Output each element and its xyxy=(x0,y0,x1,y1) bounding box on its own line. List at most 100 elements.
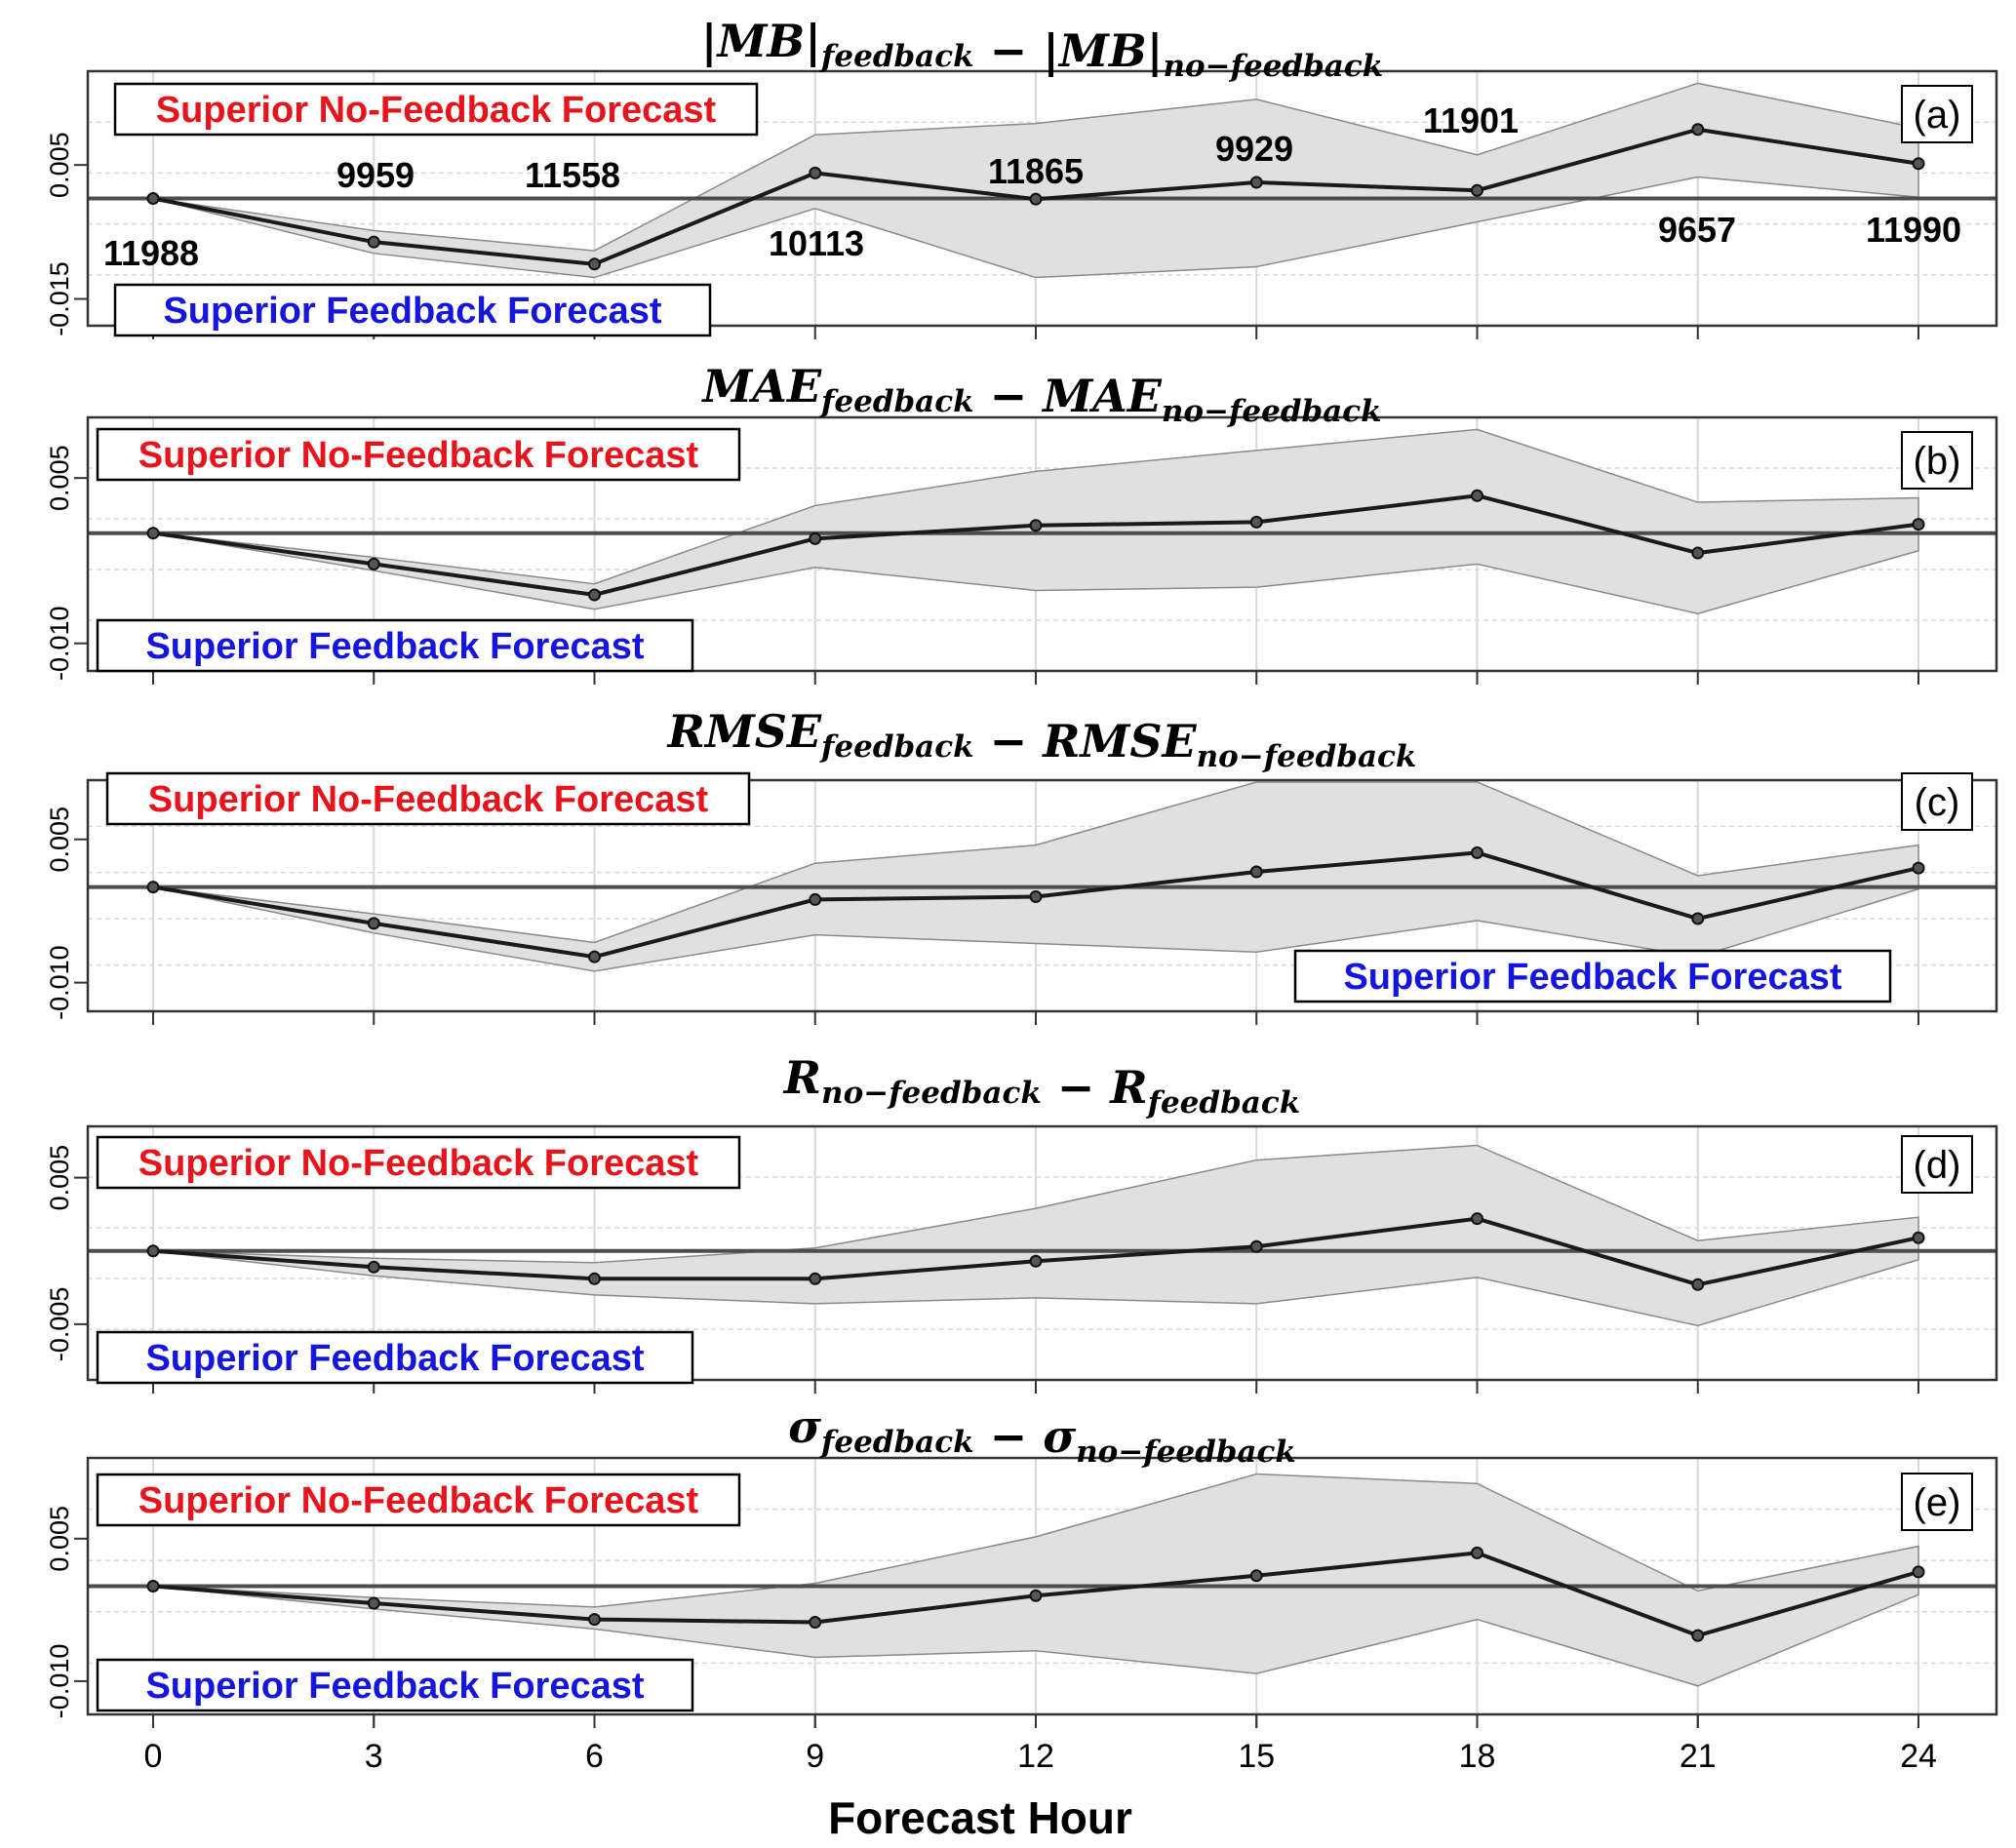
title-part: − xyxy=(974,370,1044,422)
feedback-label-box xyxy=(96,1330,694,1385)
plot-frame xyxy=(86,415,1998,673)
panel-b: -0.010 0.005 MAEfeedback − MAEno−feedback S… xyxy=(45,360,1998,685)
no-feedback-label: Superior No-Feedback Forecast xyxy=(156,90,717,131)
data-point xyxy=(1249,865,1263,879)
data-point xyxy=(146,527,160,540)
no-feedback-label-box xyxy=(113,82,759,137)
data-point xyxy=(1691,1629,1705,1642)
plot-frame xyxy=(86,69,1998,328)
data-point xyxy=(1471,183,1483,197)
data-point xyxy=(1691,546,1705,560)
data-point xyxy=(588,1272,601,1285)
no-feedback-label: Superior No-Feedback Forecast xyxy=(138,1480,699,1521)
no-feedback-label-box xyxy=(105,771,751,826)
feedback-label-box xyxy=(113,283,712,337)
data-point xyxy=(1471,845,1483,859)
feedback-label: Superior Feedback Forecast xyxy=(145,1338,644,1379)
data-point xyxy=(809,531,822,545)
data-point xyxy=(1691,123,1705,137)
y-tick-label: -0.010 xyxy=(45,945,74,1020)
data-point xyxy=(146,1580,160,1592)
data-point xyxy=(1912,157,1925,171)
panel-letter-box xyxy=(1901,1473,1973,1531)
title-part: |MB| xyxy=(1043,24,1163,77)
feedback-label: Superior Feedback Forecast xyxy=(1343,957,1841,998)
data-point xyxy=(809,1616,822,1630)
no-feedback-label: Superior No-Feedback Forecast xyxy=(138,1143,699,1184)
y-tick-label: 0.005 xyxy=(45,445,74,511)
y-tick-label: -0.010 xyxy=(45,606,74,681)
title-part: − xyxy=(974,24,1044,77)
title-subscript: feedback xyxy=(1146,1085,1301,1121)
panel-d: -0.005 0.005 Rno−feedback − Rfeedback Super… xyxy=(45,1051,1998,1394)
sample-count-label: 11988 xyxy=(103,233,199,273)
y-tick-label: -0.015 xyxy=(45,261,74,336)
x-axis-tick-label: 3 xyxy=(365,1738,383,1775)
no-feedback-label-box xyxy=(96,427,741,482)
x-axis-tick-label: 24 xyxy=(1900,1738,1937,1775)
plot-frame xyxy=(86,778,1998,1013)
no-feedback-label-box xyxy=(96,1135,741,1190)
y-tick-label: -0.005 xyxy=(45,1287,74,1362)
panel-title: |MB|feedback − |MB|no−feedback xyxy=(701,15,1383,84)
sample-count-label: 11990 xyxy=(1866,210,1961,250)
title-part: MAE xyxy=(700,360,822,413)
data-point xyxy=(367,1260,380,1274)
title-part: MAE xyxy=(1041,370,1163,422)
panel-letter: (b) xyxy=(1914,440,1961,483)
data-point xyxy=(367,235,380,249)
data-point xyxy=(1029,192,1043,206)
title-subscript: feedback xyxy=(819,729,974,765)
data-point xyxy=(367,1596,380,1610)
title-part: − xyxy=(1042,1061,1111,1114)
x-axis-tick-label: 18 xyxy=(1459,1738,1496,1775)
data-point xyxy=(1249,515,1263,529)
data-point xyxy=(809,166,822,179)
panel-letter-box xyxy=(1901,1135,1973,1194)
data-point xyxy=(1249,1239,1263,1253)
data-point xyxy=(1691,912,1705,925)
title-part: R xyxy=(1108,1061,1147,1114)
feedback-label-box xyxy=(1293,949,1892,1003)
data-point xyxy=(146,881,160,894)
data-point xyxy=(1912,518,1925,531)
panel-letter: (e) xyxy=(1914,1481,1961,1524)
data-point xyxy=(146,192,160,205)
data-point xyxy=(588,257,601,271)
data-point xyxy=(1691,1278,1705,1291)
no-feedback-label-box xyxy=(96,1473,741,1527)
panel-title: Rno−feedback − Rfeedback xyxy=(782,1051,1300,1121)
feedback-label: Superior Feedback Forecast xyxy=(145,626,644,667)
title-part: RMSE xyxy=(1041,715,1197,767)
data-point xyxy=(588,1613,601,1627)
data-point xyxy=(1471,1212,1483,1226)
data-point xyxy=(1029,889,1043,903)
panel-title: MAEfeedback − MAEno−feedback xyxy=(700,360,1381,429)
title-subscript: no−feedback xyxy=(1197,739,1417,774)
panel-letter: (a) xyxy=(1914,94,1961,137)
data-point xyxy=(1912,1565,1925,1579)
x-axis-tick-label: 9 xyxy=(806,1738,824,1775)
data-point xyxy=(367,557,380,570)
title-subscript: no−feedback xyxy=(1076,1435,1296,1470)
data-point xyxy=(1912,1231,1925,1244)
title-part: σ xyxy=(1043,1410,1076,1463)
panel-letter-box xyxy=(1901,431,1973,490)
plot-frame xyxy=(86,1124,1998,1382)
x-axis-tick-label: 0 xyxy=(144,1738,163,1775)
feedback-label: Superior Feedback Forecast xyxy=(163,291,661,332)
title-subscript: no−feedback xyxy=(1162,394,1382,429)
data-point xyxy=(1912,861,1925,875)
data-point xyxy=(1029,1254,1043,1268)
x-axis-tick-label: 12 xyxy=(1017,1738,1054,1775)
title-subscript: no−feedback xyxy=(1163,49,1383,84)
title-part: σ xyxy=(788,1400,821,1453)
feedback-label-box xyxy=(96,1658,694,1712)
sample-count-label: 11901 xyxy=(1423,100,1519,140)
feedback-label-box xyxy=(96,618,694,673)
data-point xyxy=(809,1272,822,1285)
sample-count-label: 11865 xyxy=(988,151,1084,191)
